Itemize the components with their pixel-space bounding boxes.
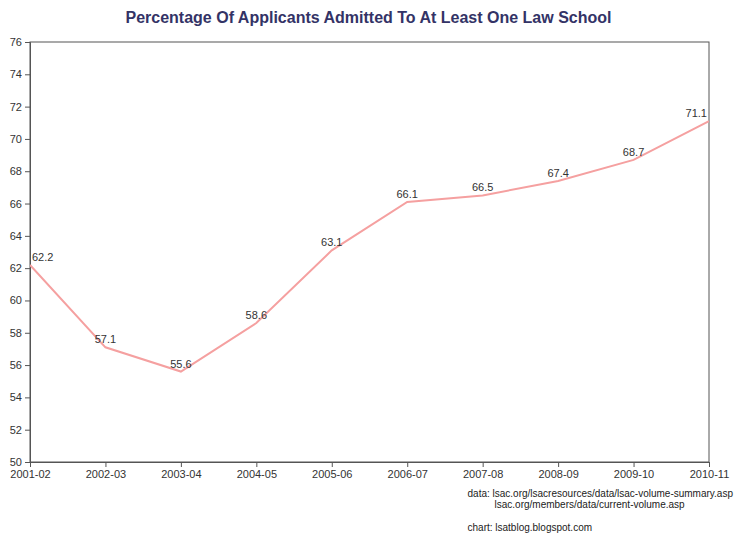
x-tick-mark	[483, 462, 484, 467]
y-tick-mark	[25, 139, 30, 140]
annotation: chart: lsatblog.blogspot.com	[468, 522, 593, 533]
chart-title: Percentage Of Applicants Admitted To At …	[126, 9, 612, 26]
x-axis-line	[31, 463, 710, 468]
data-label: 57.1	[95, 333, 116, 345]
x-tick: 2010-11	[690, 462, 730, 480]
x-tick-mark	[332, 462, 333, 467]
y-tick-mark	[25, 42, 30, 43]
y-tick-mark	[25, 462, 30, 463]
y-tick: 52	[10, 424, 30, 436]
x-tick-mark	[30, 462, 31, 467]
x-tick-label: 2007-08	[463, 468, 503, 480]
y-tick-mark	[25, 107, 30, 108]
x-tick-mark	[181, 462, 182, 467]
y-tick-mark	[25, 333, 30, 334]
y-tick-label: 56	[10, 359, 22, 371]
x-tick-mark	[558, 462, 559, 467]
annotation: lsac.org/members/data/current-volume.asp	[495, 499, 686, 510]
data-label: 63.1	[321, 236, 342, 248]
y-tick: 70	[10, 133, 30, 145]
y-tick-label: 64	[10, 230, 22, 242]
data-labels: 62.2 57.1 55.6 58.6 63.1 66.1 66.5 67.4 68.7 71.1	[32, 107, 707, 369]
data-label: 68.7	[623, 146, 644, 158]
x-tick-label: 2010-11	[690, 468, 730, 480]
x-tick-mark	[256, 462, 257, 467]
y-tick: 66	[10, 198, 30, 210]
data-line	[30, 121, 709, 371]
y-tick: 50	[10, 456, 30, 468]
y-tick: 58	[10, 327, 30, 339]
y-tick-label: 54	[10, 391, 22, 403]
y-tick-mark	[25, 365, 30, 366]
x-tick-label: 2003-04	[161, 468, 201, 480]
x-tick-label: 2008-09	[538, 468, 578, 480]
y-tick-label: 74	[10, 68, 22, 80]
y-tick-label: 58	[10, 327, 22, 339]
x-tick-label: 2006-07	[388, 468, 428, 480]
x-tick-mark	[407, 462, 408, 467]
x-axis: 2001-02 2002-03 2003-04 2004-05 2005-06 2006-…	[10, 462, 729, 480]
data-label: 62.2	[32, 251, 53, 263]
x-tick: 2003-04	[161, 462, 201, 480]
chart: Percentage Of Applicants Admitted To At …	[0, 0, 737, 539]
y-tick-mark	[25, 236, 30, 237]
y-tick-mark	[25, 397, 30, 398]
y-tick-label: 62	[10, 262, 22, 274]
annotation: data: lsac.org/lsacresources/data/lsac-v…	[468, 488, 734, 499]
annotations: data: lsac.org/lsacresources/data/lsac-v…	[468, 488, 734, 533]
y-tick: 76	[10, 36, 30, 48]
data-label: 66.5	[472, 181, 493, 193]
y-tick-mark	[25, 204, 30, 205]
x-tick: 2009-10	[614, 462, 654, 480]
y-tick: 72	[10, 101, 30, 113]
y-axis: 50 52 54 56 58 60 62 64 66 68 70 72 74 76	[10, 36, 31, 468]
y-tick-mark	[25, 171, 30, 172]
y-tick-mark	[25, 268, 30, 269]
y-tick: 62	[10, 262, 30, 274]
data-label: 66.1	[397, 188, 418, 200]
y-tick-label: 66	[10, 198, 22, 210]
y-tick: 56	[10, 359, 30, 371]
x-tick-label: 2009-10	[614, 468, 654, 480]
y-tick-mark	[25, 74, 30, 75]
y-tick-label: 60	[10, 294, 22, 306]
x-tick: 2001-02	[10, 462, 50, 480]
series-group	[30, 121, 709, 371]
x-tick: 2008-09	[538, 462, 578, 480]
x-tick-label: 2001-02	[10, 468, 50, 480]
y-tick-label: 68	[10, 165, 22, 177]
y-tick-label: 50	[10, 456, 22, 468]
plot-area: 50 52 54 56 58 60 62 64 66 68 70 72 74 76 2001-02 2002-…	[10, 36, 730, 480]
x-tick-label: 2005-06	[312, 468, 352, 480]
x-tick: 2004-05	[237, 462, 277, 480]
y-tick-mark	[25, 300, 30, 301]
x-tick: 2007-08	[463, 462, 503, 480]
y-tick: 54	[10, 391, 30, 403]
y-tick: 74	[10, 68, 30, 80]
x-tick-mark	[634, 462, 635, 467]
y-tick-label: 72	[10, 101, 22, 113]
y-tick-mark	[25, 430, 30, 431]
data-label: 58.6	[246, 309, 267, 321]
data-label: 67.4	[547, 167, 568, 179]
y-tick: 60	[10, 294, 30, 306]
x-tick: 2002-03	[86, 462, 126, 480]
plot-frame	[30, 42, 709, 462]
y-tick-label: 52	[10, 424, 22, 436]
y-axis-line	[25, 43, 31, 463]
data-label: 71.1	[686, 107, 707, 119]
y-tick: 64	[10, 230, 30, 242]
x-tick-label: 2002-03	[86, 468, 126, 480]
y-tick-label: 76	[10, 36, 22, 48]
x-tick: 2006-07	[388, 462, 428, 480]
y-tick-label: 70	[10, 133, 22, 145]
x-tick-label: 2004-05	[237, 468, 277, 480]
y-tick: 68	[10, 165, 30, 177]
x-tick-mark	[105, 462, 106, 467]
x-tick: 2005-06	[312, 462, 352, 480]
data-label: 55.6	[170, 358, 191, 370]
x-tick-mark	[709, 462, 710, 467]
